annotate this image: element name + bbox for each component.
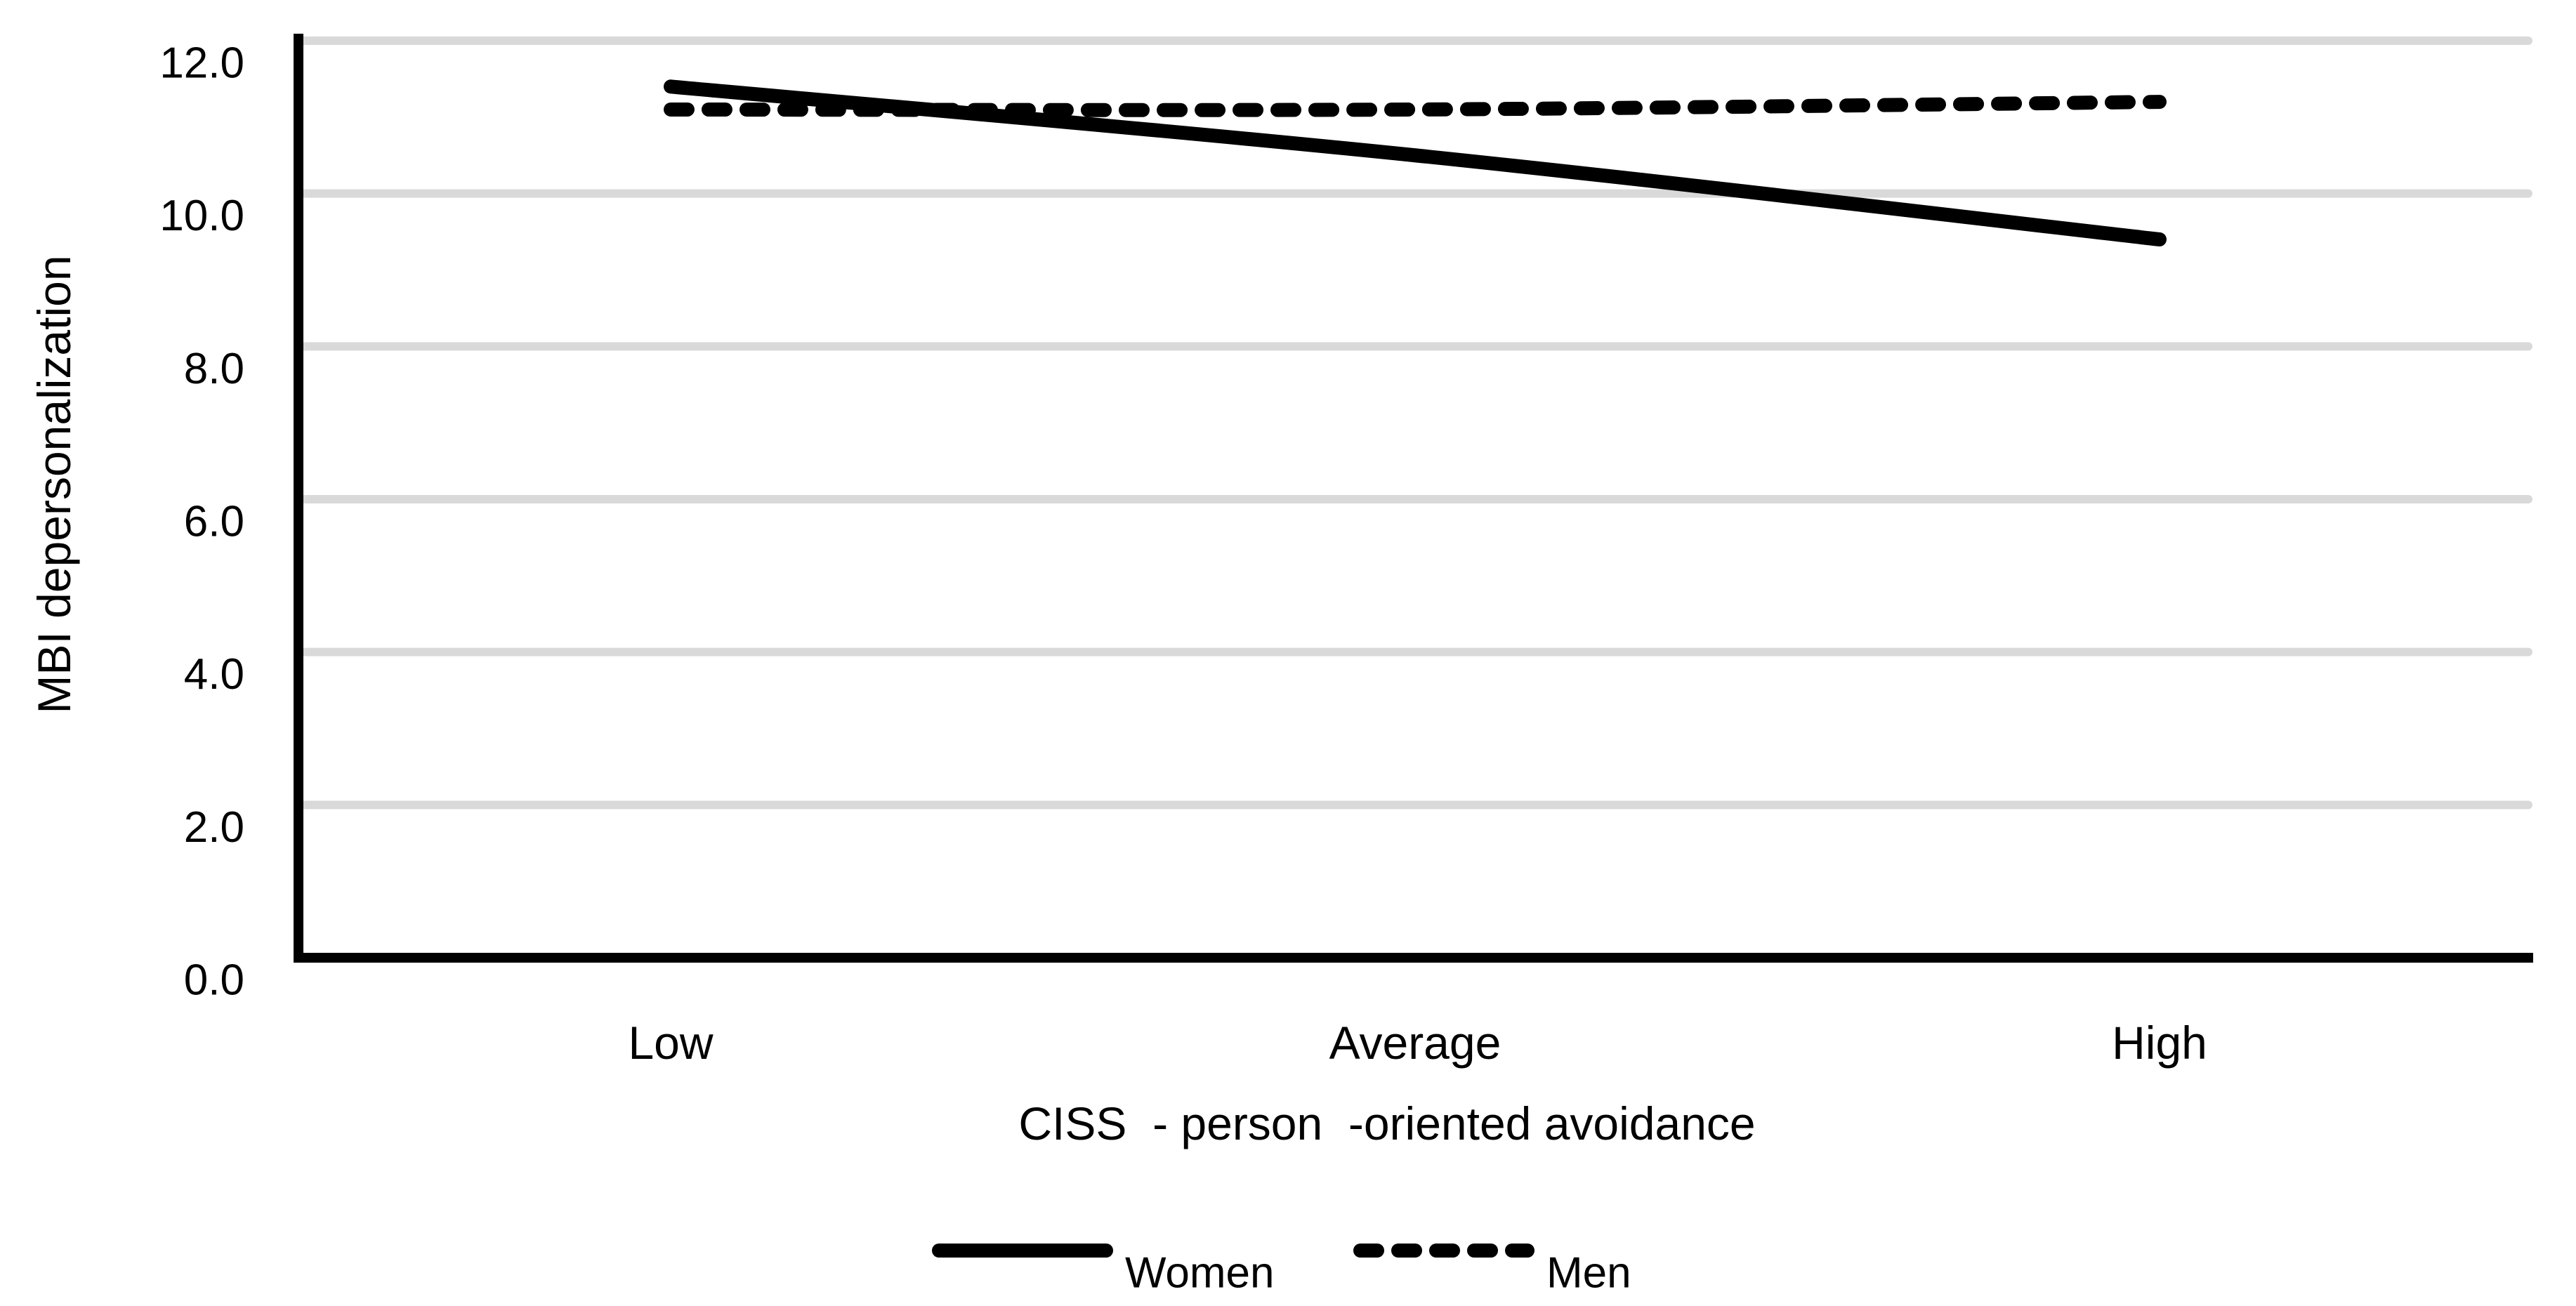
legend: Women Men: [932, 1244, 1631, 1298]
y-tick-label: 0.0: [184, 956, 244, 1005]
x-axis-title: CISS - person -oriented avoidance: [1018, 1097, 1755, 1149]
x-category-labels-layer: Low Average High: [628, 1017, 2207, 1069]
y-axis-title: MBI depersonalization: [28, 255, 80, 713]
legend-label-women: Women: [1125, 1249, 1275, 1298]
x-category-label: Average: [1329, 1017, 1501, 1069]
legend-label-men: Men: [1546, 1249, 1631, 1298]
series-line-men: [664, 95, 2167, 117]
y-tick-label: 2.0: [184, 803, 244, 852]
y-tick-label: 6.0: [184, 498, 244, 546]
y-tick-label: 8.0: [184, 345, 244, 393]
gridlines-layer: [299, 37, 2532, 810]
x-category-label: Low: [628, 1017, 713, 1069]
series-line-women: [664, 79, 2167, 246]
series-layer: [664, 79, 2167, 246]
y-tick-label: 4.0: [184, 650, 244, 699]
y-tick-labels-layer: 0.0 2.0 4.0 6.0 8.0 10.0 12.0: [159, 39, 244, 1005]
x-category-label: High: [2112, 1017, 2207, 1069]
y-tick-label: 10.0: [159, 192, 244, 240]
axes-layer: [294, 34, 2533, 963]
y-tick-label: 12.0: [159, 39, 244, 88]
